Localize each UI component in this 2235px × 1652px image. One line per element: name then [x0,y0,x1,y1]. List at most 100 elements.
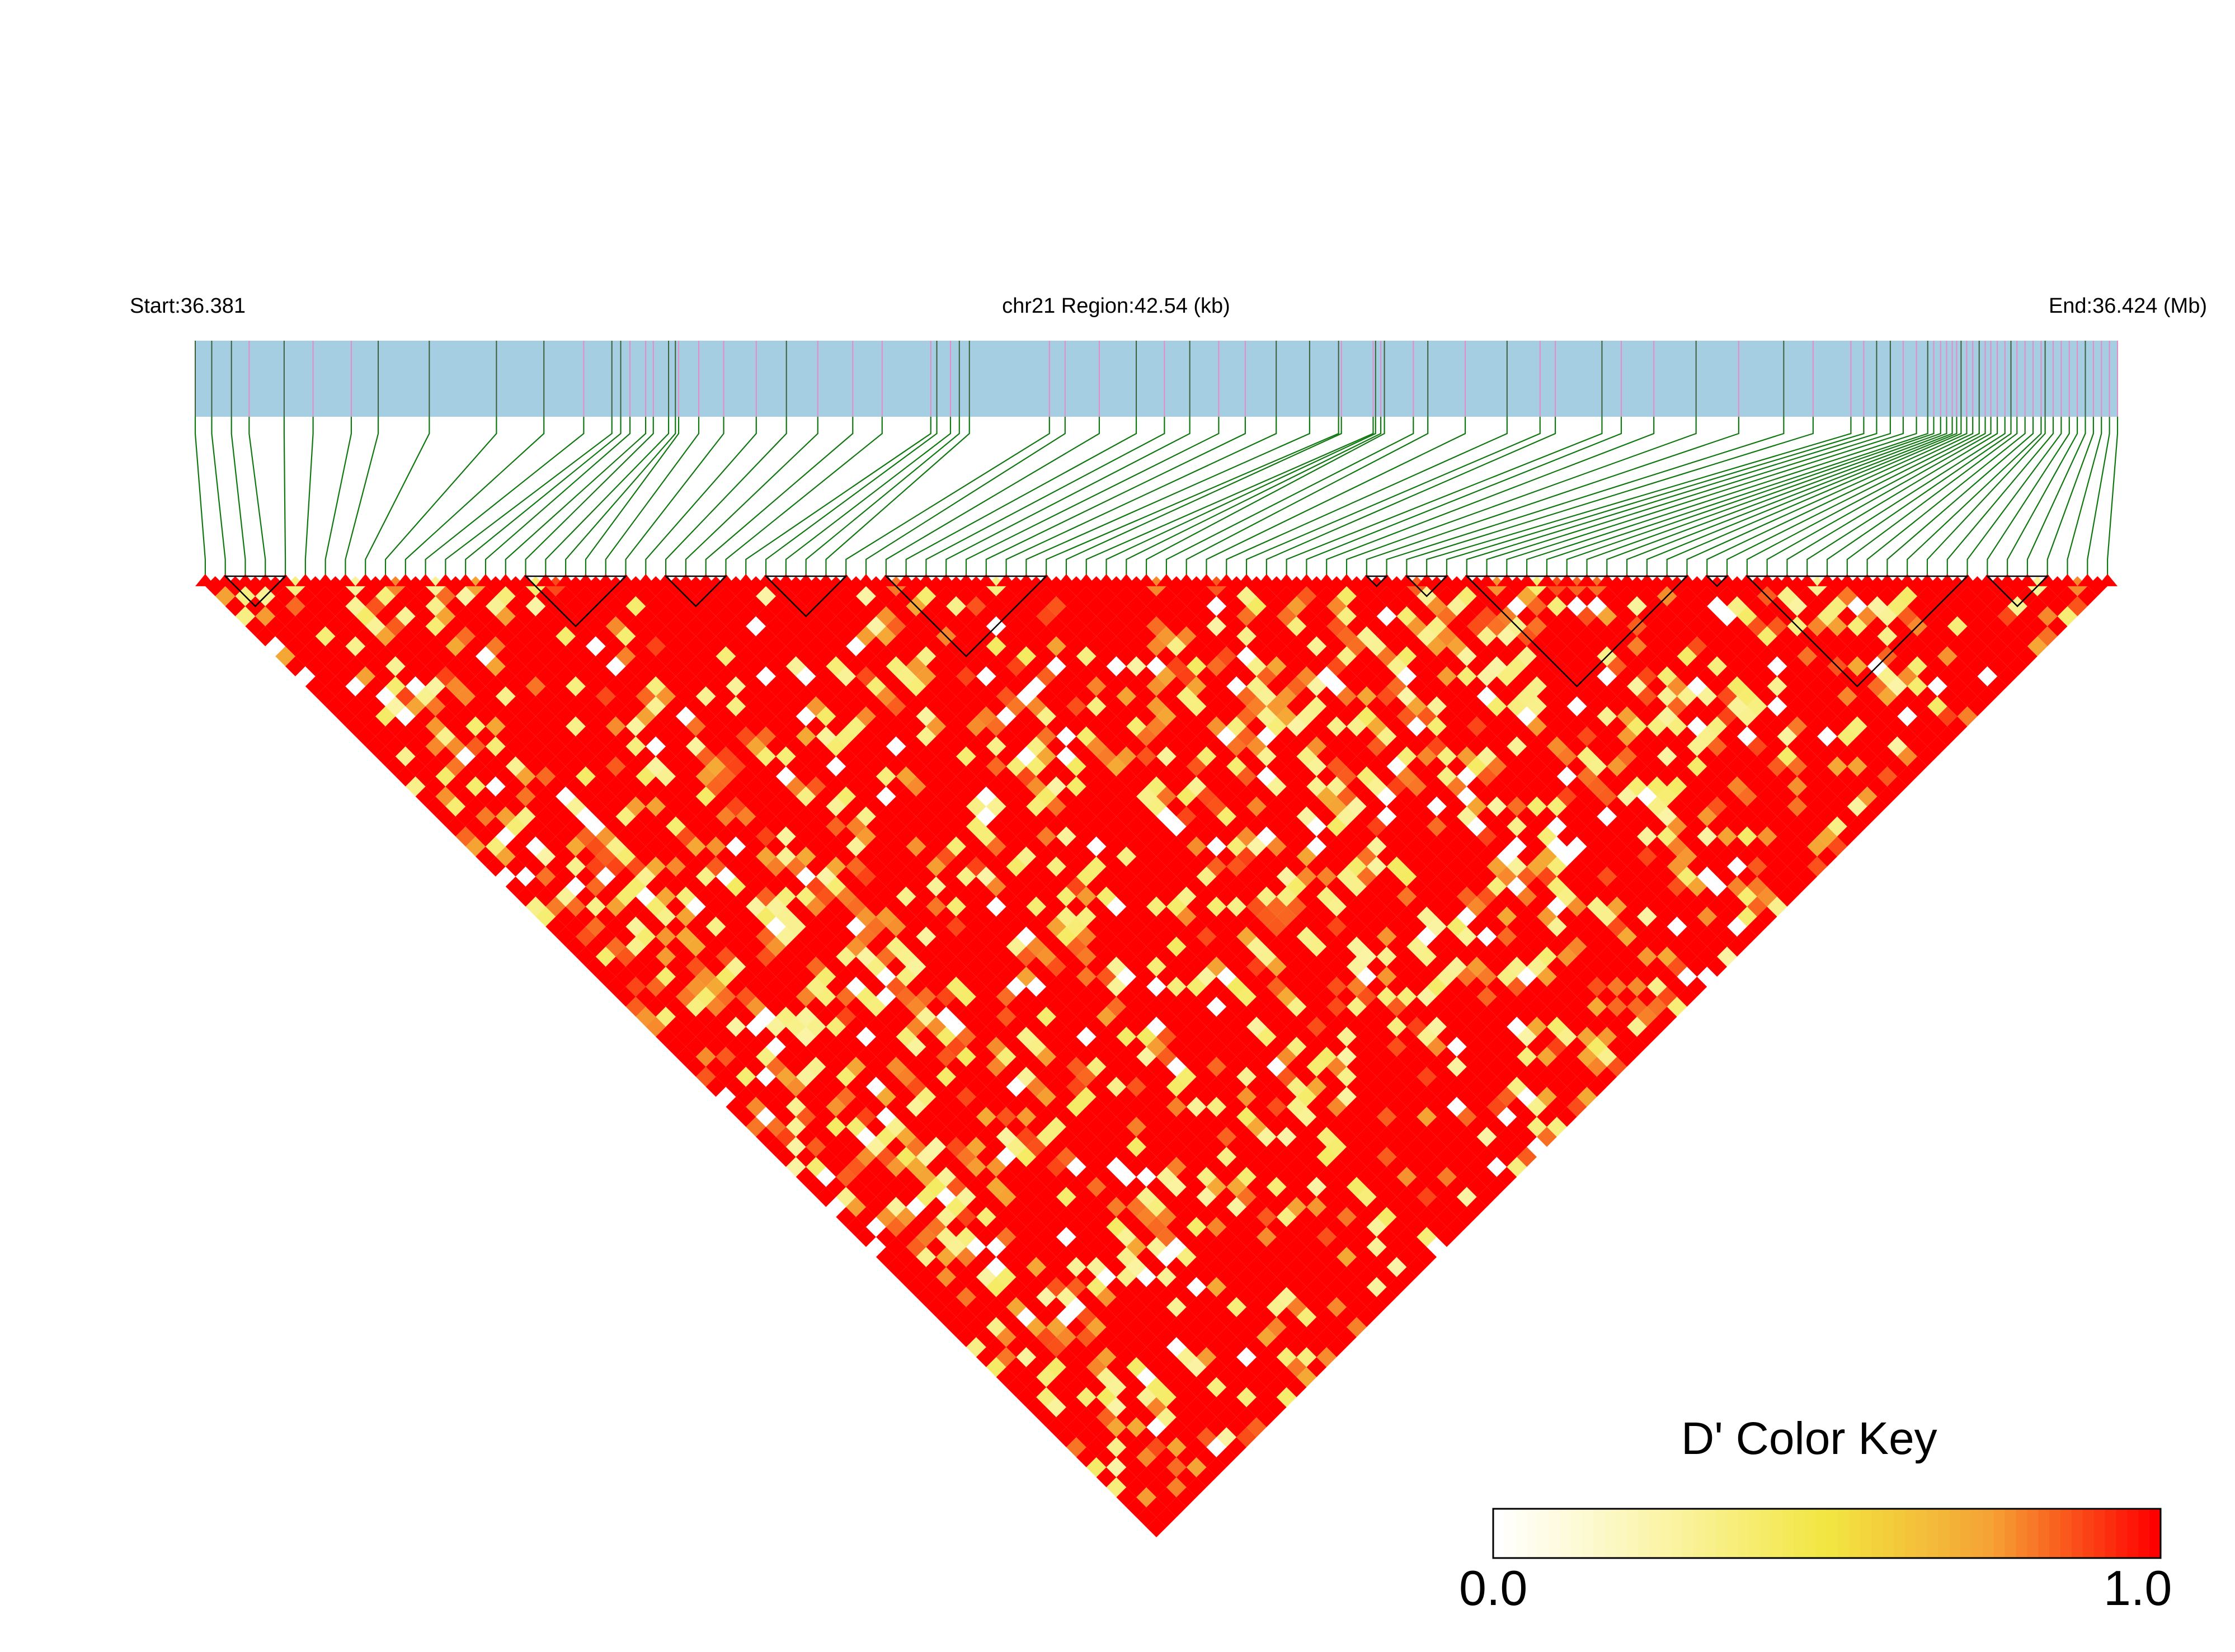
ld-cell [1977,626,1998,647]
ld-cell [666,616,686,637]
ld-cell [896,846,916,867]
ld-cell [666,957,686,977]
ld-cell [1116,726,1137,747]
ld-cell [1106,696,1127,717]
ld-cell [986,976,1006,997]
ld-cell [996,826,1017,847]
ld-cell [986,1076,1006,1097]
ld-cell [746,856,766,877]
ld-cell [1256,726,1277,747]
ld-cell [465,776,486,797]
ld-cell [2017,626,2038,647]
ld-cell [1116,846,1137,867]
ld-cell [1186,896,1207,917]
color-key-step [2016,1509,2028,1558]
ld-cell [1597,786,1617,807]
ld-cell [716,866,736,887]
ld-cell [1597,706,1617,727]
ld-cell [656,886,676,907]
ld-cell [1466,616,1487,637]
ld-cell [1326,616,1347,637]
ld-cell [1296,866,1317,887]
ld-cell [1556,686,1577,707]
color-key-step [2082,1509,2095,1558]
ld-cell [1006,1016,1027,1037]
ld-cell [1316,1027,1337,1047]
ld-cell [1356,1166,1377,1187]
ld-cell [1917,706,1937,727]
ld-cell [1566,1057,1587,1077]
ld-cell [1046,596,1066,616]
ld-cell [1146,1317,1166,1338]
ld-cell [846,1016,867,1037]
ld-diagonal-tooth [355,574,376,586]
ld-cell [866,957,886,977]
snp-connector [304,417,314,576]
ld-cell [1527,876,1547,897]
ld-cell [1417,726,1437,747]
ld-cell [1527,1117,1547,1137]
ld-cell [1797,666,1818,686]
ld-cell [806,936,826,957]
ld-cell [556,706,576,727]
ld-cell [1266,1277,1287,1297]
ld-cell [1266,716,1287,737]
ld-cell [1347,1057,1367,1077]
ld-cell [1527,756,1547,776]
ld-cell [505,616,526,637]
ld-cell [956,826,976,847]
ld-cell [405,776,426,797]
ld-cells [195,574,2118,1537]
ld-cell [1827,716,1847,737]
ld-cell [1116,1307,1137,1328]
ld-cell [1026,736,1047,757]
ld-cell [1146,1337,1166,1357]
ld-cell [1476,786,1497,807]
ld-cell [756,726,776,747]
ld-cell [1146,1497,1166,1518]
ld-cell [1446,896,1467,917]
ld-cell [1997,626,2018,647]
ld-cell [695,926,716,947]
ld-cell [1386,836,1407,857]
ld-diagonal-tooth [1937,574,1958,586]
ld-cell [1116,1407,1137,1428]
color-key-step [1771,1509,1783,1558]
ld-cell [1056,1086,1076,1107]
ld-cell [756,926,776,947]
ld-cell [1386,596,1407,616]
ld-cell [1226,596,1247,616]
ld-cell [215,586,236,606]
ld-cell [876,1127,896,1147]
ld-cell [1396,926,1417,947]
ld-diagonal-tooth [1697,574,1718,586]
ld-cell [585,957,606,977]
ld-cell [1446,1117,1467,1137]
ld-cell [305,656,326,676]
ld-cell [1347,976,1367,997]
ld-cell [886,1197,906,1217]
ld-cell [956,786,976,807]
ld-cell [986,1137,1006,1157]
ld-cell [1016,1207,1037,1227]
ld-cell [756,866,776,887]
ld-cell [1627,596,1647,616]
ld-cell [796,746,816,767]
ld-cell [576,886,596,907]
ld-cell [966,796,986,817]
ld-cell [716,1066,736,1087]
ld-cell [1347,676,1367,696]
ld-cell [1076,1247,1097,1267]
snp-connector [705,417,854,576]
ld-cell [1476,826,1497,847]
ld-cell [816,726,836,747]
ld-cell [1106,996,1127,1017]
ld-cell [1507,776,1527,797]
ld-cell [1366,896,1387,917]
ld-cell [906,1197,926,1217]
ld-cell [1566,976,1587,997]
ld-cell [1076,586,1097,606]
ld-cell [1146,736,1166,757]
ld-cell [1577,926,1597,947]
ld-cell [566,676,586,696]
